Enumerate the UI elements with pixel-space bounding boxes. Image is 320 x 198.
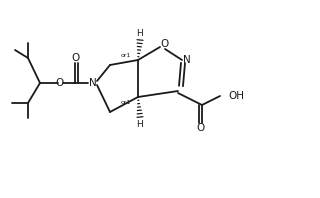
Text: O: O xyxy=(197,123,205,133)
Text: or1: or1 xyxy=(121,100,131,105)
Text: O: O xyxy=(72,53,80,63)
Text: H: H xyxy=(137,29,143,37)
Text: or1: or1 xyxy=(121,52,131,57)
Text: N: N xyxy=(183,55,191,65)
Text: OH: OH xyxy=(228,91,244,101)
Text: O: O xyxy=(55,78,63,88)
Text: N: N xyxy=(89,78,97,88)
Text: O: O xyxy=(161,39,169,49)
Text: H: H xyxy=(137,120,143,129)
